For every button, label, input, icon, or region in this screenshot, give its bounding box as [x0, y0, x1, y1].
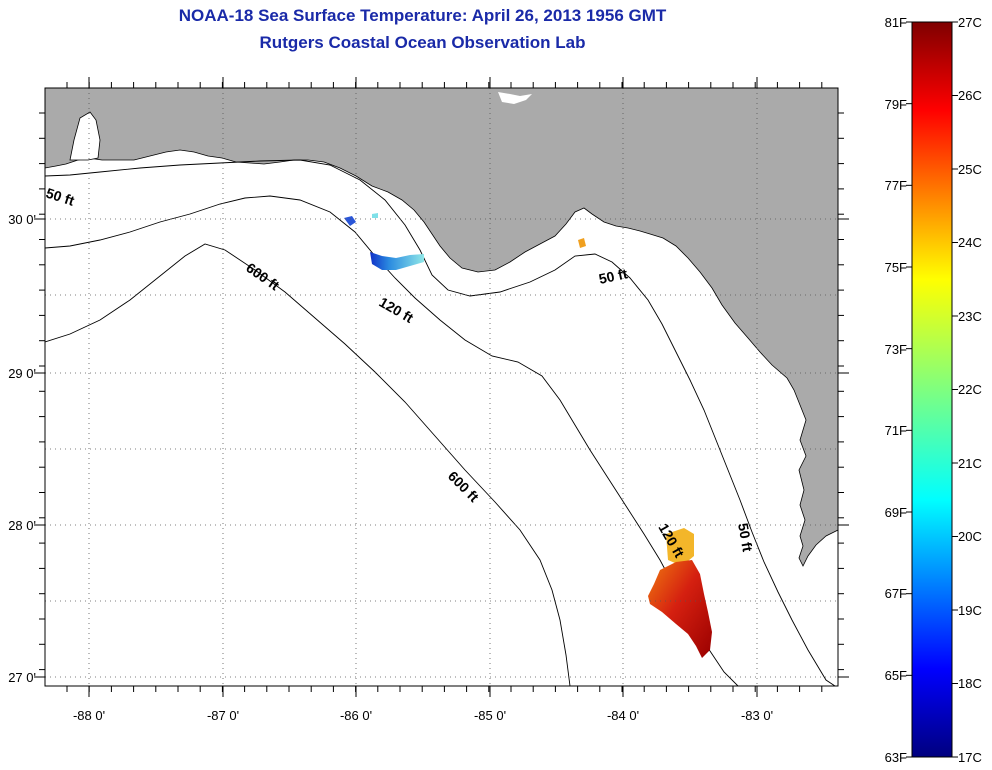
- land-mass: [45, 88, 838, 567]
- colorbar-f-label: 75F: [885, 260, 907, 275]
- chart-title-line2: Rutgers Coastal Ocean Observation Lab: [259, 33, 586, 52]
- contour-120ft: [45, 195, 739, 686]
- colorbar-f-label: 77F: [885, 178, 907, 193]
- colorbar-f-label: 69F: [885, 505, 907, 520]
- colorbar-f-label: 79F: [885, 97, 907, 112]
- contour-600ft: [45, 243, 571, 686]
- colorbar-f-labels: 81F 79F 77F 75F 73F 71F 69F 67F 65F 63F: [885, 15, 907, 765]
- sst-patch-cool: [370, 252, 424, 270]
- colorbar-c-label: 21C: [958, 456, 982, 471]
- colorbar-f-label: 81F: [885, 15, 907, 30]
- contour-50ft: [45, 159, 836, 686]
- colorbar-f-label: 65F: [885, 668, 907, 683]
- colorbar-c-label: 19C: [958, 603, 982, 618]
- sst-patch-hot: [648, 560, 712, 658]
- graticule: [45, 88, 838, 686]
- colorbar-c-label: 22C: [958, 382, 982, 397]
- axis-ticks: [34, 77, 849, 697]
- lon-labels: -88 0' -87 0' -86 0' -85 0' -84 0' -83 0…: [73, 708, 773, 723]
- colorbar-f-label: 71F: [885, 423, 907, 438]
- sst-patch-cool-small: [344, 216, 356, 226]
- sst-patch-warm-top: [666, 528, 694, 566]
- colorbar-c-label: 24C: [958, 235, 982, 250]
- colorbar-ticks: [906, 21, 958, 758]
- depth-contours: [45, 159, 836, 686]
- lat-tick-label: 29 0': [8, 366, 36, 381]
- contour-label: 50 ft: [735, 522, 756, 553]
- bay-inlet: [69, 111, 101, 161]
- lon-tick-label: -84 0': [607, 708, 639, 723]
- lon-tick-label: -85 0': [474, 708, 506, 723]
- colorbar-c-label: 25C: [958, 162, 982, 177]
- chart-title-line1: NOAA-18 Sea Surface Temperature: April 2…: [178, 6, 667, 25]
- colorbar-f-label: 63F: [885, 750, 907, 765]
- sst-patch-cool-dot: [372, 213, 378, 218]
- lon-tick-label: -86 0': [340, 708, 372, 723]
- lon-tick-label: -83 0': [741, 708, 773, 723]
- colorbar-f-label: 73F: [885, 342, 907, 357]
- colorbar: [911, 21, 953, 758]
- colorbar-c-labels: 27C 26C 25C 24C 23C 22C 21C 20C 19C 18C …: [958, 15, 982, 765]
- colorbar-c-label: 20C: [958, 529, 982, 544]
- lon-tick-label: -87 0': [207, 708, 239, 723]
- inland-lake: [498, 92, 532, 104]
- sst-patch-warm-small: [578, 238, 586, 248]
- colorbar-c-label: 26C: [958, 88, 982, 103]
- contour-label: 50 ft: [597, 265, 629, 287]
- colorbar-c-label: 27C: [958, 15, 982, 30]
- lat-labels: 30 0' 29 0' 28 0' 27 0': [8, 212, 36, 685]
- map-area: 50 ft 600 ft 120 ft 50 ft 600 ft 120 ft …: [45, 88, 838, 686]
- lat-tick-label: 27 0': [8, 670, 36, 685]
- colorbar-f-label: 67F: [885, 586, 907, 601]
- colorbar-c-label: 18C: [958, 676, 982, 691]
- colorbar-c-label: 23C: [958, 309, 982, 324]
- lat-tick-label: 28 0': [8, 518, 36, 533]
- lat-tick-label: 30 0': [8, 212, 36, 227]
- lon-tick-label: -88 0': [73, 708, 105, 723]
- map-frame: [44, 87, 839, 687]
- colorbar-c-label: 17C: [958, 750, 982, 765]
